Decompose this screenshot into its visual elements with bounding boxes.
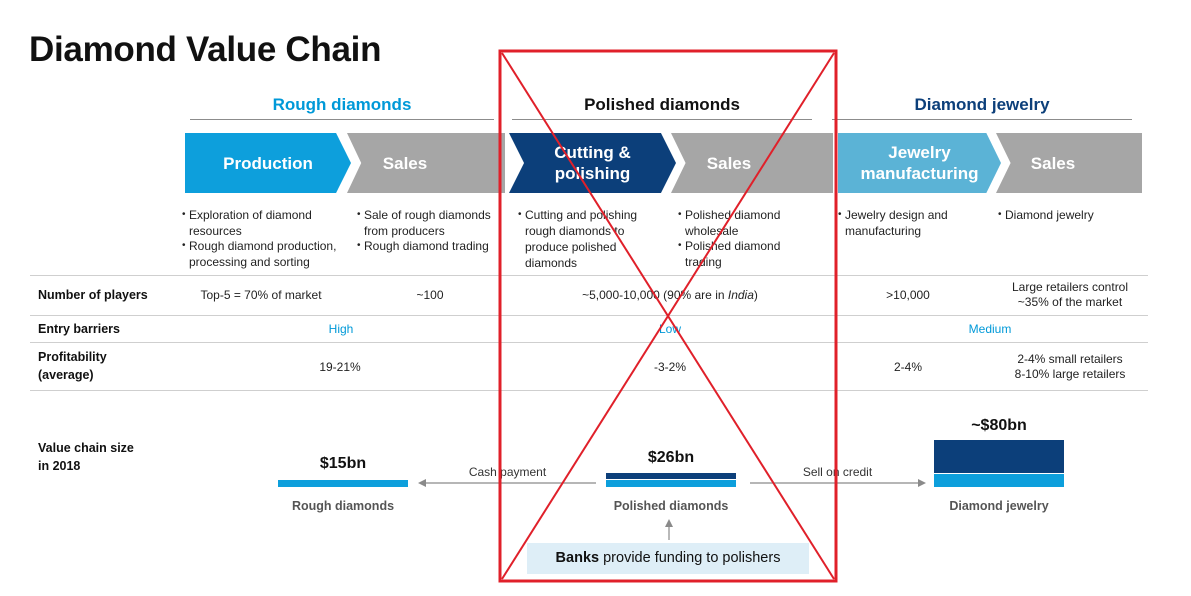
- profitability-jewelry-mfg: 2-4%: [893, 360, 922, 374]
- bullet-item: Sale of rough diamonds from producers: [357, 207, 499, 239]
- stage-divider-jewelry: [832, 119, 1132, 120]
- bullets-jewelry-mfg: Jewelry design and manufacturing: [838, 207, 960, 238]
- bar-jewelry-top: [934, 440, 1064, 473]
- bullets-rough-sales: Sale of rough diamonds from producers Ro…: [357, 207, 499, 254]
- stage-divider-rough: [190, 119, 494, 120]
- banks-note-text: provide funding to polishers: [599, 550, 781, 566]
- bullet-item: Exploration of diamond resources: [182, 207, 344, 239]
- row-label-value-chain: Value chain size in 2018: [38, 439, 134, 475]
- name-rough: Rough diamonds: [291, 499, 395, 513]
- stage-header-jewelry: Diamond jewelry: [914, 95, 1050, 114]
- value-chain-label-line2: in 2018: [38, 459, 81, 473]
- bar-rough: [278, 480, 408, 487]
- profitability-rough: 19-21%: [319, 360, 361, 374]
- bullet-item: Jewelry design and manufacturing: [838, 207, 960, 239]
- barriers-rough: High: [328, 322, 354, 336]
- name-jewelry: Diamond jewelry: [949, 499, 1049, 513]
- cash-payment-arrowhead: [418, 479, 426, 487]
- flow-label-sell-on-credit: Sell on credit: [802, 465, 873, 479]
- profitability-jewelry-sales: 2-4% small retailers 8-10% large retaile…: [995, 352, 1145, 382]
- step-rough-sales-label: Sales: [382, 153, 428, 173]
- bullets-jewelry-sales: Diamond jewelry: [998, 207, 1138, 223]
- players-rough-sales: ~100: [416, 288, 444, 302]
- profitability-jewelry-sales-line2: 8-10% large retailers: [1014, 367, 1126, 381]
- sell-credit-arrowhead: [918, 479, 926, 487]
- step-jewelry-sales: Sales: [996, 133, 1142, 193]
- step-production-label: Production: [223, 153, 313, 173]
- players-jewelry-mfg: >10,000: [886, 288, 930, 302]
- step-production: Production: [185, 133, 351, 193]
- banks-note-bold: Banks: [555, 550, 600, 566]
- profitability-label-line1: Profitability: [38, 350, 107, 364]
- bullet-item: Rough diamond trading: [357, 238, 499, 254]
- flow-label-cash-payment: Cash payment: [468, 465, 547, 479]
- step-jewelry-manufacturing: Jewelry manufacturing: [838, 133, 1001, 193]
- value-jewelry: ~$80bn: [971, 417, 1027, 434]
- row-label-barriers: Entry barriers: [38, 322, 120, 336]
- bullet-item: Rough diamond production, processing and…: [182, 238, 344, 270]
- step-rough-sales: Sales: [347, 133, 505, 193]
- profitability-label-line2: (average): [38, 368, 94, 382]
- page-title: Diamond Value Chain: [29, 30, 382, 69]
- players-jewelry-sales-line1: Large retailers control: [1011, 280, 1129, 294]
- banks-arrowhead: [665, 519, 673, 527]
- step-jewelry-manufacturing-label: Jewelry manufacturing: [860, 143, 979, 183]
- profitability-jewelry-sales-line1: 2-4% small retailers: [1017, 352, 1123, 366]
- barriers-jewelry: Medium: [968, 322, 1012, 336]
- row-label-profitability: Profitability (average): [38, 348, 107, 384]
- bullet-item: Diamond jewelry: [998, 207, 1138, 223]
- bullets-production: Exploration of diamond resources Rough d…: [182, 207, 344, 269]
- players-jewelry-sales-line2: ~35% of the market: [1017, 295, 1123, 309]
- step-jewelry-sales-label: Sales: [1030, 153, 1076, 173]
- value-rough: $15bn: [319, 455, 367, 472]
- value-chain-label-line1: Value chain size: [38, 441, 134, 455]
- banks-note: Banks provide funding to polishers: [527, 543, 809, 574]
- players-production: Top-5 = 70% of market: [200, 288, 322, 302]
- row-label-players: Number of players: [38, 288, 148, 302]
- stage-header-rough: Rough diamonds: [272, 95, 412, 114]
- players-jewelry-sales: Large retailers control ~35% of the mark…: [995, 280, 1145, 310]
- bar-jewelry-bottom: [934, 474, 1064, 487]
